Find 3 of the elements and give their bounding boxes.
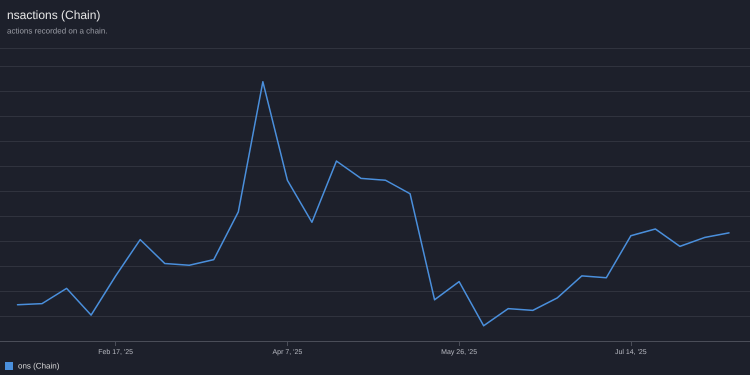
chart-subtitle: actions recorded on a chain. — [7, 26, 108, 36]
chart-title: nsactions (Chain) — [7, 8, 100, 22]
legend-label: ons (Chain) — [18, 362, 60, 370]
